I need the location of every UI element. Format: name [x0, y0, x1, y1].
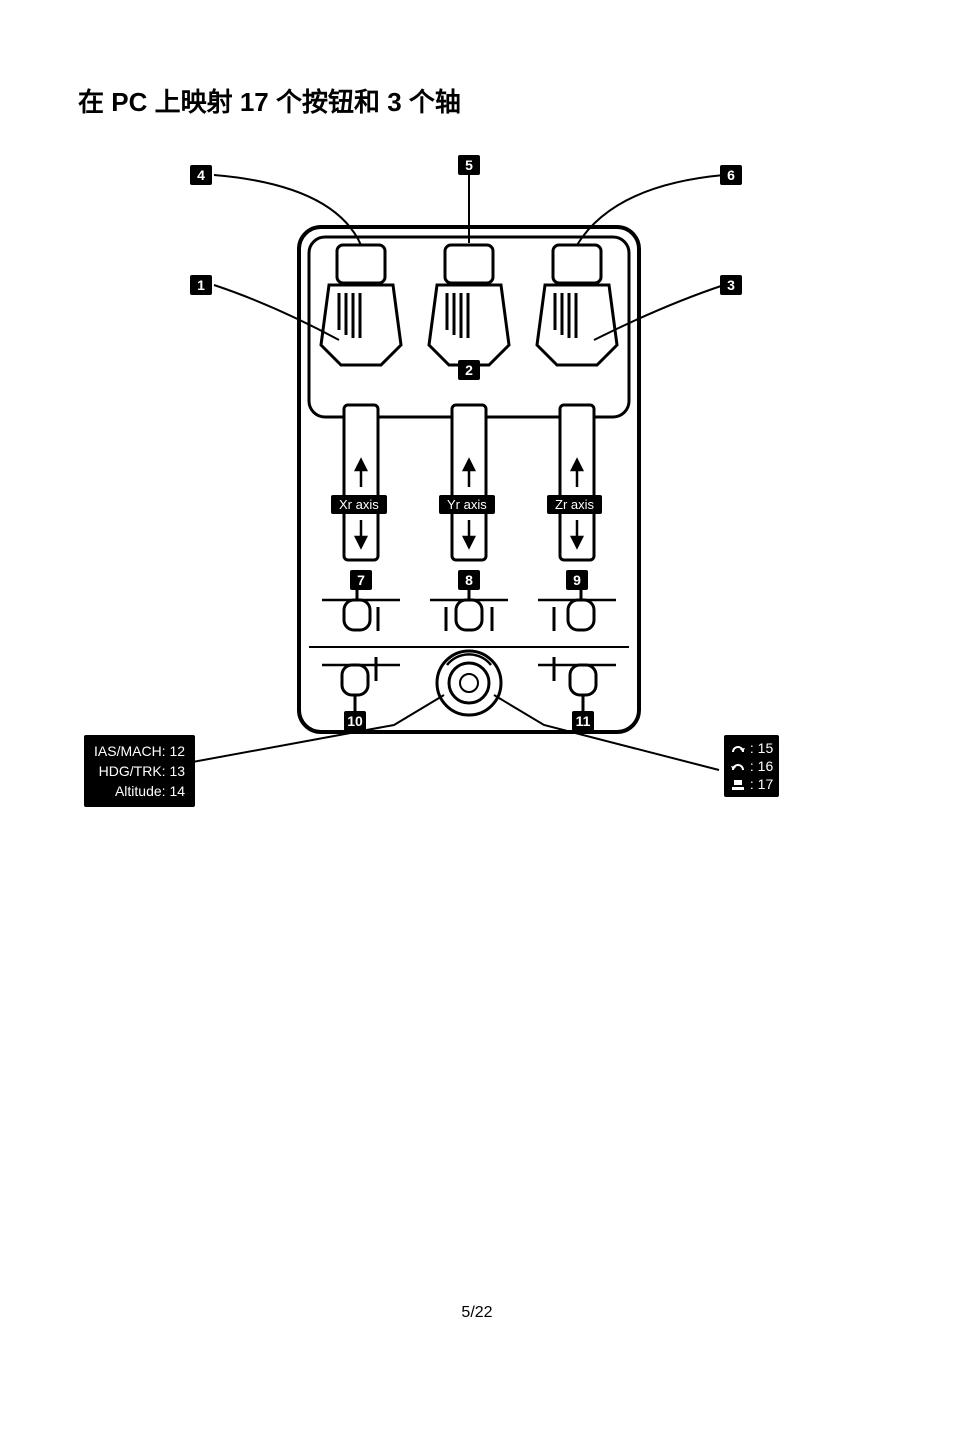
title-part: 17 [240, 87, 269, 117]
legend-right-line1: : 15 [750, 740, 773, 756]
title-part: 个按钮和 [269, 87, 387, 117]
legend-right-row: : 17 [730, 775, 773, 793]
title-part: 个轴 [402, 87, 461, 117]
legend-right-line3: : 17 [750, 776, 773, 792]
legend-right-row: : 15 [730, 739, 773, 757]
axis-label-x: Xr axis [331, 495, 387, 514]
callout-9: 9 [566, 570, 588, 590]
title-part: 3 [387, 87, 401, 117]
legend-left-line1: IAS/MACH: 12 [94, 741, 185, 761]
page-number: 5/22 [0, 1304, 954, 1322]
title-part: 在 [78, 87, 111, 117]
callout-4: 4 [190, 165, 212, 185]
controller-diagram: 4 5 6 1 3 2 7 8 9 10 11 Xr axis Yr axis … [84, 155, 854, 810]
callout-7: 7 [350, 570, 372, 590]
callout-11: 11 [572, 711, 594, 731]
callout-6: 6 [720, 165, 742, 185]
legend-right: : 15 : 16 : 17 [724, 735, 779, 797]
callout-1: 1 [190, 275, 212, 295]
legend-right-line2: : 16 [750, 758, 773, 774]
callout-3: 3 [720, 275, 742, 295]
axis-label-y: Yr axis [439, 495, 495, 514]
push-icon [730, 778, 746, 792]
callout-8: 8 [458, 570, 480, 590]
callout-5: 5 [458, 155, 480, 175]
page-title: 在 PC 上映射 17 个按钮和 3 个轴 [78, 82, 461, 119]
callout-10: 10 [344, 711, 366, 731]
knob [437, 651, 501, 715]
diagram-svg [84, 155, 854, 810]
callout-2: 2 [458, 360, 480, 380]
legend-right-row: : 16 [730, 757, 773, 775]
page: 在 PC 上映射 17 个按钮和 3 个轴 [0, 0, 954, 1432]
legend-left: IAS/MACH: 12 HDG/TRK: 13 Altitude: 14 [84, 735, 195, 807]
axis-label-z: Zr axis [547, 495, 602, 514]
rotate-ccw-icon [730, 760, 746, 774]
title-part: PC [111, 87, 147, 117]
legend-left-line3: Altitude: 14 [94, 781, 185, 801]
rotate-cw-icon [730, 742, 746, 756]
legend-left-line2: HDG/TRK: 13 [94, 761, 185, 781]
title-part: 上映射 [147, 87, 239, 117]
